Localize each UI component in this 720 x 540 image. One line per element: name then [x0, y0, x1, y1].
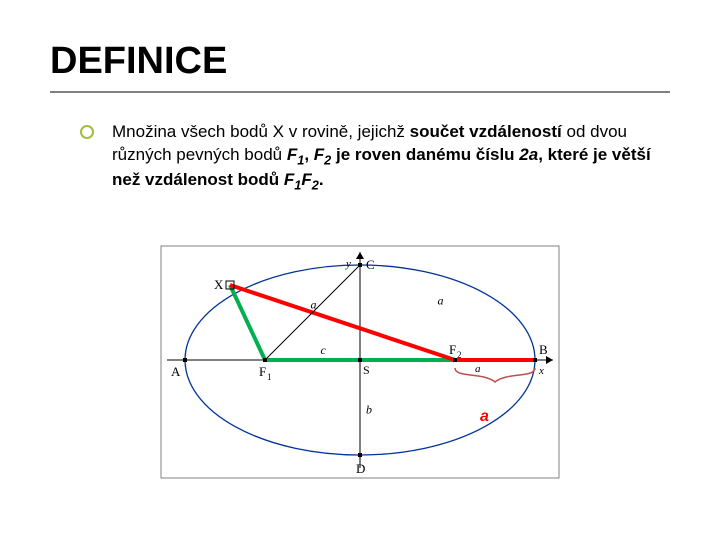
text-f2: F [314, 145, 324, 164]
svg-text:1: 1 [267, 372, 272, 382]
svg-text:X: X [214, 277, 224, 292]
svg-text:x: x [538, 365, 544, 377]
text-f2b: F [301, 170, 311, 189]
text-f1: F [287, 145, 297, 164]
svg-text:B: B [539, 342, 548, 357]
text-pre: Množina všech bodů X v rovině, jejichž [112, 122, 410, 141]
text-2a: 2a [519, 145, 538, 164]
text-comma: , [304, 145, 313, 164]
text-end: . [319, 170, 324, 189]
text-f1b: F [284, 170, 294, 189]
svg-text:A: A [171, 364, 181, 379]
bullet-icon [80, 125, 94, 139]
svg-text:a: a [438, 294, 444, 308]
title-underline [50, 91, 670, 93]
definition-text: Množina všech bodů X v rovině, jejichž s… [112, 121, 670, 193]
svg-text:a: a [311, 298, 317, 312]
text-mid2: je roven danému číslu [331, 145, 519, 164]
text-emph1: součet vzdáleností [410, 122, 562, 141]
svg-text:2: 2 [457, 350, 462, 360]
svg-text:b: b [366, 403, 372, 417]
svg-text:c: c [321, 343, 327, 357]
svg-text:S: S [363, 363, 370, 377]
svg-text:F: F [259, 364, 266, 379]
svg-text:F: F [449, 342, 456, 357]
slide-title: DEFINICE [50, 40, 670, 83]
svg-text:a: a [475, 363, 481, 375]
svg-text:D: D [356, 461, 365, 476]
ellipse-diagram: ABCDSF1F2Xaacbxya [155, 230, 565, 500]
svg-text:C: C [366, 257, 375, 272]
svg-text:y: y [345, 258, 351, 270]
overlay-a-label: a [480, 408, 489, 426]
body-row: Množina všech bodů X v rovině, jejichž s… [80, 121, 670, 193]
text-f2bsub: 2 [312, 177, 319, 192]
